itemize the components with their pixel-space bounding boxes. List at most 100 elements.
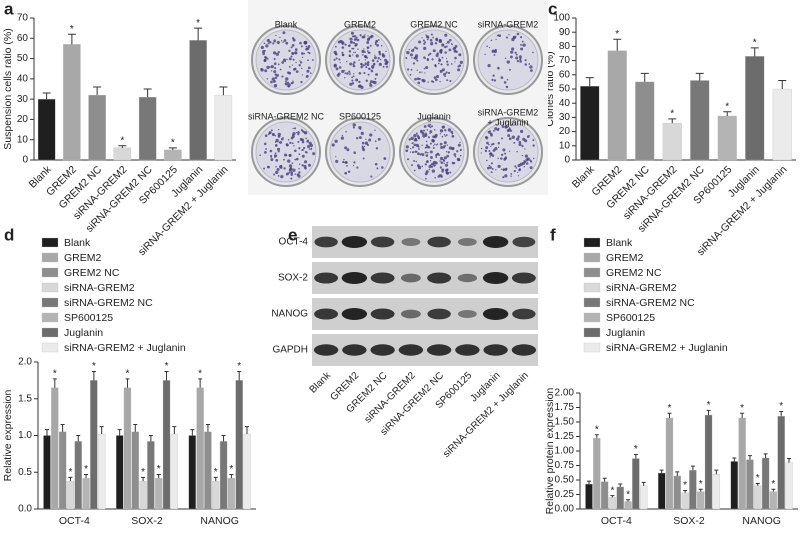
y-axis-label: Relative protein expression xyxy=(544,388,556,515)
colony xyxy=(308,148,311,150)
colony xyxy=(362,64,365,67)
bar xyxy=(43,435,51,510)
colony xyxy=(298,153,301,156)
significance-mark: * xyxy=(610,485,614,496)
colony xyxy=(519,58,522,61)
colony xyxy=(444,33,448,37)
y-tick-label: 50 xyxy=(559,84,571,95)
colony xyxy=(453,161,456,165)
colony xyxy=(487,166,490,170)
colony xyxy=(504,174,508,178)
significance-mark: * xyxy=(196,18,200,29)
error-bar xyxy=(706,409,711,416)
colony xyxy=(365,66,368,69)
colony xyxy=(418,40,422,44)
significance-mark: * xyxy=(198,369,202,380)
colony xyxy=(293,145,295,147)
colony xyxy=(295,131,298,134)
colony xyxy=(351,76,354,79)
colony xyxy=(405,149,409,153)
colony xyxy=(447,151,450,154)
colony xyxy=(412,146,415,149)
colony xyxy=(281,75,284,78)
significance-mark: * xyxy=(126,369,130,380)
colony xyxy=(352,126,355,129)
colony xyxy=(429,38,433,42)
colony xyxy=(296,173,300,177)
colony xyxy=(425,65,429,70)
significance-mark: * xyxy=(634,444,638,455)
significance-mark: * xyxy=(699,479,703,490)
colony xyxy=(277,128,280,131)
colony xyxy=(295,157,299,161)
bar xyxy=(635,81,655,161)
colony xyxy=(266,78,269,80)
colony xyxy=(263,142,267,146)
colony xyxy=(308,163,311,167)
legend-label: SP600125 xyxy=(64,312,113,324)
colony xyxy=(301,52,304,55)
colony xyxy=(299,41,302,45)
colony xyxy=(416,164,420,168)
error-bar xyxy=(740,412,745,418)
bar xyxy=(745,56,765,161)
significance-mark: * xyxy=(753,37,757,48)
colony xyxy=(286,143,289,147)
colony xyxy=(352,41,356,44)
colony xyxy=(529,160,533,163)
colony xyxy=(291,162,294,164)
error-bar xyxy=(67,33,76,45)
colony xyxy=(301,74,304,76)
legend-swatch xyxy=(583,312,601,323)
colony xyxy=(331,143,335,147)
colony xyxy=(425,140,428,143)
blot-band xyxy=(427,272,452,284)
colony xyxy=(437,62,440,65)
colony xyxy=(437,175,441,178)
colony xyxy=(335,156,337,158)
error-bar xyxy=(143,88,152,98)
colony xyxy=(423,46,427,51)
bar xyxy=(657,472,666,510)
colony xyxy=(451,44,453,46)
y-tick-label: 0 xyxy=(22,155,28,166)
colony xyxy=(410,147,412,150)
colony xyxy=(427,136,431,139)
colony xyxy=(294,149,297,153)
colony xyxy=(359,34,362,37)
significance-mark: * xyxy=(756,473,760,484)
colony xyxy=(269,149,273,153)
colony xyxy=(378,52,382,56)
legend-swatch xyxy=(41,282,59,293)
bar xyxy=(730,461,738,510)
colony xyxy=(263,151,267,154)
colony xyxy=(363,145,366,148)
colony xyxy=(490,162,493,165)
significance-mark: * xyxy=(141,467,145,478)
error-bar xyxy=(237,371,242,381)
colony xyxy=(406,50,410,55)
colony xyxy=(301,56,304,59)
colony xyxy=(501,137,504,140)
bar xyxy=(139,480,147,510)
colony xyxy=(365,138,367,140)
colony xyxy=(411,57,413,59)
legend-swatch xyxy=(583,282,601,293)
colony xyxy=(294,127,297,130)
significance-mark: * xyxy=(779,401,783,412)
colony xyxy=(443,134,446,136)
colony xyxy=(500,157,503,160)
colony xyxy=(459,154,462,157)
panel-letter: e xyxy=(288,225,297,244)
significance-mark: * xyxy=(595,424,599,435)
colony xyxy=(349,72,351,74)
colony xyxy=(419,153,422,156)
colony xyxy=(283,153,287,157)
colony xyxy=(277,51,280,54)
colony xyxy=(524,148,526,150)
colony xyxy=(417,137,421,140)
colony xyxy=(488,143,490,146)
significance-mark: * xyxy=(725,101,729,112)
bar xyxy=(754,485,762,510)
colony xyxy=(514,51,517,54)
